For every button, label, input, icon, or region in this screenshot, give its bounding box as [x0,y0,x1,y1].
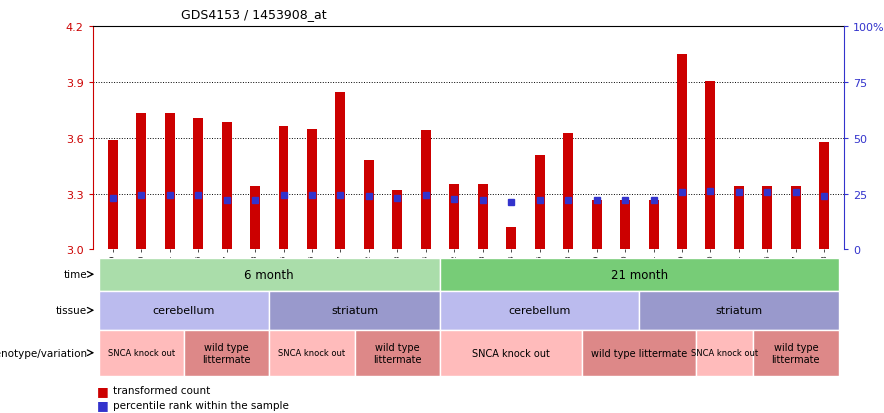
Bar [136,113,146,250]
Bar [440,330,583,376]
Bar [697,330,753,376]
Text: ■: ■ [97,398,109,411]
Text: SNCA knock out: SNCA knock out [472,348,550,358]
Text: SNCA knock out: SNCA knock out [691,349,758,357]
Text: ■: ■ [97,384,109,397]
Text: wild type
littermate: wild type littermate [373,342,422,364]
Bar [734,187,744,250]
Bar [164,113,175,250]
Bar [354,330,440,376]
Bar [270,291,440,330]
Bar [819,143,829,250]
Bar [583,330,697,376]
Text: wild type
littermate: wild type littermate [202,342,251,364]
Bar [193,119,203,250]
Bar [753,330,839,376]
Bar [649,201,659,250]
Bar [270,330,354,376]
Bar [535,156,545,250]
Text: wild type littermate: wild type littermate [591,348,688,358]
Bar [591,201,602,250]
Bar [307,130,317,250]
Bar [108,141,118,250]
Bar [440,291,639,330]
Text: SNCA knock out: SNCA knock out [278,349,346,357]
Bar [449,185,460,250]
Bar [791,187,801,250]
Bar [98,258,440,291]
Bar [421,131,431,250]
Bar [563,134,573,250]
Text: tissue: tissue [56,306,88,316]
Bar [222,123,232,250]
Bar [677,55,687,250]
Text: SNCA knock out: SNCA knock out [108,349,175,357]
Text: genotype/variation: genotype/variation [0,348,88,358]
Bar [98,291,270,330]
Text: transformed count: transformed count [113,385,210,395]
Text: cerebellum: cerebellum [508,306,571,316]
Text: time: time [64,270,88,280]
Text: wild type
littermate: wild type littermate [772,342,820,364]
Text: 21 month: 21 month [611,268,667,281]
Bar [705,82,715,250]
Text: striatum: striatum [715,306,763,316]
Bar [477,185,488,250]
Bar [250,187,260,250]
Text: cerebellum: cerebellum [153,306,215,316]
Bar [364,161,374,250]
Bar [184,330,270,376]
Bar [507,228,516,250]
Bar [335,93,346,250]
Text: striatum: striatum [332,306,378,316]
Text: percentile rank within the sample: percentile rank within the sample [113,400,289,410]
Bar [392,190,402,250]
Bar [620,201,630,250]
Bar [98,330,184,376]
Bar [639,291,839,330]
Text: GDS4153 / 1453908_at: GDS4153 / 1453908_at [181,8,327,21]
Bar [762,187,773,250]
Bar [440,258,839,291]
Bar [278,126,288,250]
Text: 6 month: 6 month [245,268,294,281]
